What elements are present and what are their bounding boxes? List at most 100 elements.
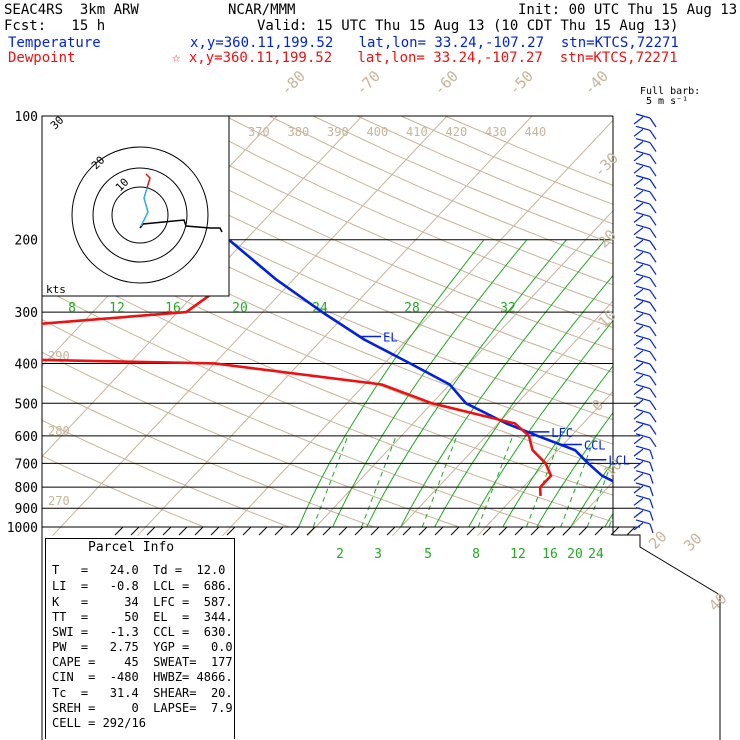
dry-adiabat-line — [42, 419, 290, 528]
parcel-row: PW = 2.75 YGP = 0.0 — [52, 640, 233, 654]
isotherm-line — [52, 116, 448, 537]
wind-barb — [635, 359, 651, 365]
mixing-ratio-label: 12 — [109, 301, 125, 316]
wind-barb — [633, 313, 644, 322]
pressure-label: 400 — [15, 357, 38, 372]
dry-adiabat-line — [180, 116, 613, 307]
wind-barb — [649, 351, 657, 362]
mixing-ratio-line — [312, 435, 349, 528]
wind-barb — [649, 191, 657, 202]
theta-label: 420 — [446, 125, 468, 139]
parcel-row: K = 34 LFC = 587. — [52, 595, 233, 609]
wind-barb — [649, 326, 657, 337]
hatch-mark — [546, 526, 556, 536]
theta-label: 270 — [48, 494, 70, 508]
wind-barb — [649, 462, 654, 472]
moist-adiabat-line — [707, 240, 740, 527]
dewpoint-legend: Dewpoint — [8, 50, 76, 66]
wind-barb — [635, 334, 651, 340]
wind-barb — [635, 224, 651, 230]
wind-barb — [635, 420, 651, 427]
isotherm-label: -10 — [588, 306, 620, 338]
valid-time: Valid: 15 UTC Thu 15 Aug 13 (10 CDT Thu … — [257, 18, 679, 34]
wind-barb — [633, 510, 644, 519]
annotation-label: CCL — [584, 439, 606, 453]
wind-barb — [635, 211, 651, 217]
mixing-ratio-label: 20 — [567, 547, 583, 562]
theta-label: 280 — [48, 424, 70, 438]
hatch-mark — [402, 526, 412, 536]
wind-barb — [649, 437, 657, 448]
wind-barb — [635, 113, 651, 119]
wind-barb — [649, 265, 657, 275]
wind-barb — [633, 485, 644, 494]
moist-adiabat-line — [366, 239, 567, 528]
hatch-mark — [306, 526, 316, 536]
parcel-row: LI = -0.8 LCL = 686. — [52, 579, 233, 593]
hodograph-trace — [145, 173, 151, 189]
wind-barb — [649, 486, 654, 497]
isotherm-label: -20 — [588, 226, 620, 258]
wind-barb — [633, 374, 644, 383]
wind-barb — [649, 511, 654, 521]
isotherm-line — [307, 210, 613, 537]
mixing-ratio-line — [560, 435, 596, 528]
wind-barb — [633, 128, 644, 137]
wind-barb-units: 5 m s⁻¹ — [646, 96, 688, 107]
wind-barb — [635, 433, 651, 439]
theta-label: 370 — [248, 125, 270, 139]
hatch-mark — [322, 526, 332, 536]
wind-barb — [633, 350, 644, 359]
mixing-ratio-label: 5 — [424, 547, 432, 562]
wind-barb — [633, 227, 644, 236]
dry-adiabat-line — [42, 166, 613, 421]
wind-barb — [649, 363, 657, 374]
wind-barb — [633, 497, 644, 506]
wind-barb — [633, 153, 644, 162]
hatch-mark — [498, 526, 508, 536]
wind-barb — [649, 166, 657, 177]
mixing-ratio-line — [360, 435, 397, 528]
annotation-label: LFC — [551, 426, 573, 440]
wind-barb — [649, 449, 654, 460]
wind-barb — [635, 174, 651, 181]
wind-barb — [649, 412, 657, 423]
center-name: NCAR/MMM — [228, 2, 296, 18]
isotherm-label: -70 — [352, 67, 384, 99]
mixing-ratio-label: 32 — [500, 301, 516, 316]
hatch-mark — [386, 526, 396, 536]
wind-barb — [635, 125, 651, 131]
hatch-mark — [594, 526, 604, 536]
hatch-mark — [418, 526, 428, 536]
hatch-mark — [210, 526, 220, 536]
wind-barb — [635, 138, 651, 144]
wind-barb — [635, 347, 651, 353]
moist-adiabat-line — [298, 239, 485, 528]
wind-barb — [635, 150, 651, 156]
theta-label: 430 — [485, 125, 507, 139]
wind-barb-title: Full barb: — [640, 86, 700, 97]
hatch-mark — [354, 526, 364, 536]
isotherm-line — [733, 116, 740, 536]
hatch-mark — [434, 526, 444, 536]
wind-barb — [633, 288, 644, 297]
wind-barb — [635, 507, 651, 513]
wind-barb — [633, 325, 644, 334]
mixing-ratio-label: 2 — [336, 547, 344, 562]
wind-barb — [635, 310, 651, 316]
dry-adiabat-line — [268, 116, 613, 265]
isotherm-label: -60 — [430, 67, 462, 99]
isotherm-line — [392, 300, 613, 537]
wind-barb — [649, 142, 657, 152]
hatch-mark — [274, 526, 284, 536]
annotation-label: LCL — [608, 454, 630, 468]
wind-barb — [649, 277, 657, 288]
mixing-ratio-label: 12 — [510, 547, 526, 562]
moist-adiabat-line — [400, 239, 606, 528]
isotherm-line — [222, 119, 613, 537]
wind-barb — [635, 248, 651, 254]
wind-barb — [649, 375, 657, 386]
parcel-info-title: Parcel Info — [88, 540, 175, 555]
